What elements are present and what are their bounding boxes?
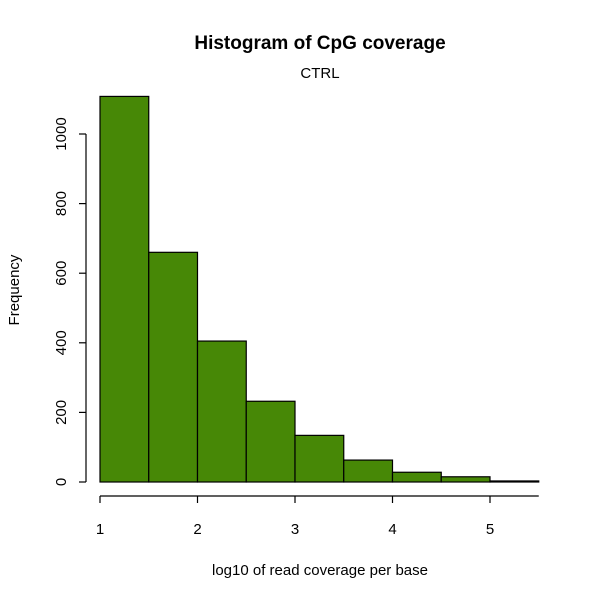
y-tick-label: 1000 <box>53 117 70 150</box>
histogram-bar <box>489 480 540 483</box>
y-tick-label: 200 <box>53 400 70 425</box>
y-tick-label: 800 <box>53 191 70 216</box>
x-axis-label: log10 of read coverage per base <box>212 562 428 579</box>
histogram-bar <box>99 95 150 483</box>
bar-group <box>99 95 540 483</box>
y-tick-label: 600 <box>53 261 70 286</box>
x-tick-label: 5 <box>486 521 494 538</box>
histogram-bar <box>245 400 296 483</box>
x-axis: 1 2 3 4 5 <box>96 495 539 538</box>
chart-title: Histogram of CpG coverage <box>194 33 445 54</box>
y-tick-label: 0 <box>53 478 70 486</box>
histogram-bar <box>294 434 345 483</box>
histogram-bar <box>343 459 394 483</box>
chart-subtitle: CTRL <box>300 65 339 82</box>
x-tick-label: 3 <box>291 521 299 538</box>
y-axis-label: Frequency <box>6 254 23 325</box>
histogram-bar <box>148 251 199 483</box>
x-tick-label: 4 <box>388 521 396 538</box>
histogram-bar <box>440 476 491 483</box>
y-tick-label: 400 <box>53 330 70 355</box>
x-tick-label: 2 <box>193 521 201 538</box>
histogram-bar <box>196 340 247 483</box>
histogram-bar <box>391 471 442 483</box>
x-tick-label: 1 <box>96 521 104 538</box>
y-axis: 0 200 400 600 800 1000 <box>53 117 87 486</box>
